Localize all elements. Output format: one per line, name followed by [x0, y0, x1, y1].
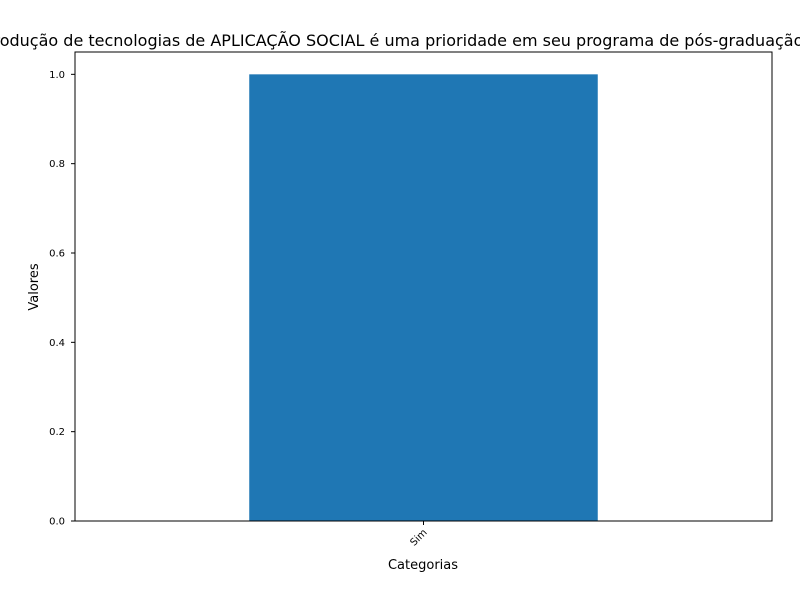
x-axis-label: Categorias [388, 558, 458, 573]
chart-title: Produção de tecnologias de APLICAÇÃO SOC… [0, 31, 800, 50]
bar-sim [249, 74, 598, 521]
y-tick-label: 0.0 [49, 517, 65, 528]
y-axis-label: Valores [27, 263, 42, 310]
bar-series [249, 74, 598, 521]
y-tick-label: 0.4 [49, 338, 65, 349]
y-tick-label: 0.8 [49, 159, 65, 170]
y-tick-label: 0.2 [49, 427, 65, 438]
x-tick-label: Sim [408, 527, 429, 548]
y-tick-label: 1.0 [49, 70, 65, 81]
y-axis: 0.0 0.2 0.4 0.6 0.8 1.0 [49, 70, 75, 528]
x-axis: Sim [408, 521, 430, 548]
y-tick-label: 0.6 [49, 249, 65, 260]
